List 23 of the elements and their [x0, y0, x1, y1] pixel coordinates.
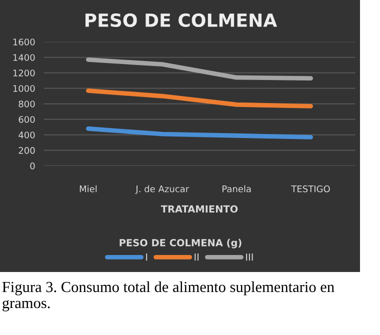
line-series — [86, 126, 314, 140]
y-tick-label: 800 — [18, 100, 35, 108]
y-tick-label: 600 — [18, 116, 35, 123]
text: Figura 3. Consumo total de alimento suplementario en gramos. — [2, 281, 334, 312]
chart-title: PESO DE COLMENA — [86, 13, 278, 28]
legend-label: II — [194, 253, 198, 261]
legend-label: III — [246, 253, 253, 261]
y-tick-label: 1200 — [13, 70, 35, 76]
x-tick-label: Panela — [222, 185, 251, 192]
y-tick-label: 400 — [18, 132, 35, 138]
line-series — [86, 57, 314, 81]
x-axis-title: TRATAMIENTO — [160, 205, 238, 213]
legend-title: PESO DE COLMENA (g) — [120, 238, 242, 248]
y-tick-label: 1400 — [13, 54, 35, 61]
legend-label: I — [146, 253, 148, 261]
x-tick-label: J. de Azucar — [135, 185, 190, 194]
y-tick-label: 1000 — [13, 85, 35, 92]
line-series — [86, 88, 314, 108]
x-tick-label: TESTIGO — [291, 185, 330, 192]
y-tick-label: 0 — [30, 162, 35, 170]
y-tick-label: 200 — [18, 147, 35, 154]
x-tick-label: Miel — [80, 185, 97, 192]
y-tick-label: 1600 — [13, 38, 35, 46]
